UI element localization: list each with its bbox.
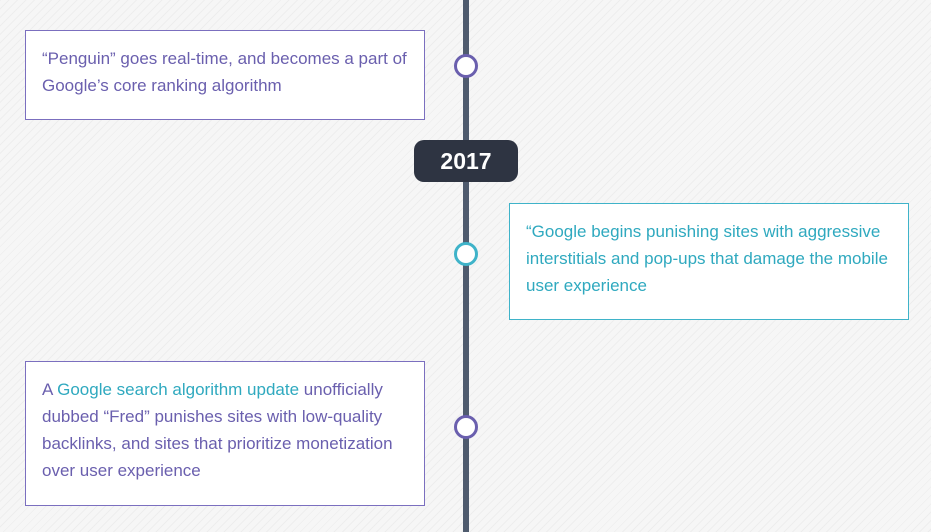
event-text-prefix: A	[42, 380, 58, 399]
algorithm-update-link[interactable]: Google search algorithm update	[57, 380, 300, 399]
timeline-event-card: “Penguin” goes real-time, and becomes a …	[25, 30, 425, 120]
timeline-node-marker	[454, 415, 478, 439]
year-label: 2017	[440, 148, 492, 174]
event-text: “Google begins punishing sites with aggr…	[526, 222, 888, 295]
timeline-event-card: “Google begins punishing sites with aggr…	[509, 203, 909, 320]
event-text: “Penguin” goes real-time, and becomes a …	[42, 49, 407, 95]
event-text-suffix: unofficially dubbed “Fred” punishes site…	[42, 380, 393, 480]
timeline-node-marker	[454, 242, 478, 266]
timeline-node-marker	[454, 54, 478, 78]
timeline-line	[463, 0, 469, 532]
year-badge: 2017	[414, 140, 518, 182]
timeline-event-card: A Google search algorithm update unoffic…	[25, 361, 425, 506]
